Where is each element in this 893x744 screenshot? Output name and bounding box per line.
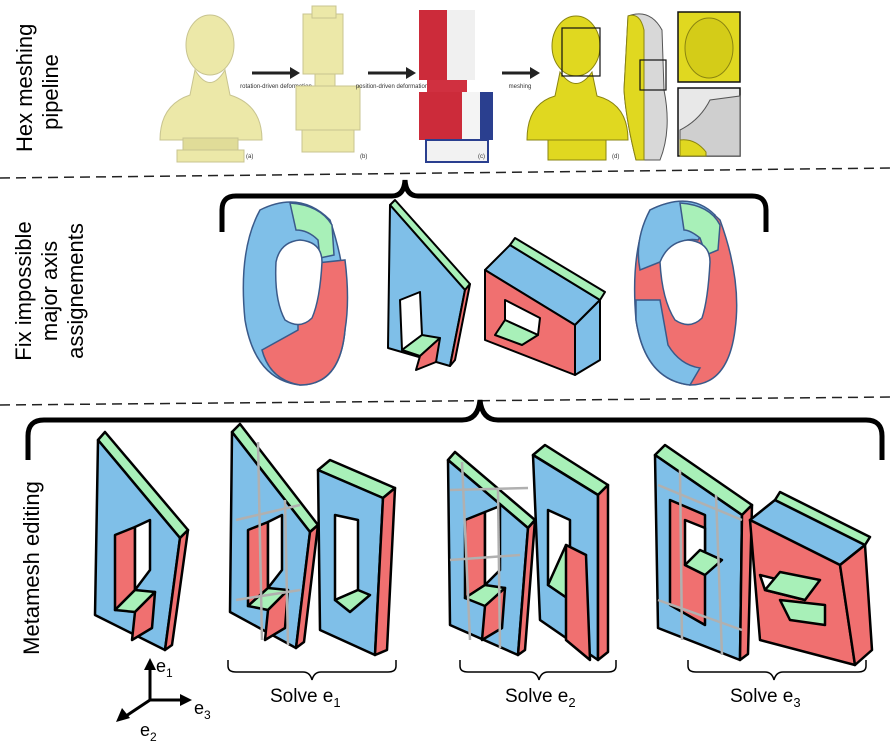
axes-icon	[116, 658, 192, 722]
arrow-2	[368, 67, 416, 79]
metamesh-split-lines-e1	[235, 441, 301, 646]
metamesh-split-lines-e3	[657, 469, 743, 656]
ring-shape-2	[633, 200, 738, 386]
separator-top	[0, 167, 893, 179]
prism-shape	[387, 199, 471, 371]
row-label-pipeline: Hex meshing pipeline	[12, 23, 64, 152]
arrow-1-label: rotation-driven deformation	[240, 84, 312, 90]
solve-e1-label: Solve e1	[270, 686, 341, 710]
zoom-face-inset	[677, 11, 741, 83]
arrow-1	[252, 67, 300, 79]
row-label-pipeline-line1: Hex meshing	[12, 23, 37, 152]
arrow-2-label: position-driven deformation	[356, 84, 428, 90]
arrow-3-label: meshing	[509, 84, 532, 90]
row-label-fix-line2: major axis	[37, 240, 62, 342]
solve-e3-label: Solve e3	[730, 686, 801, 710]
axis-e1-label: e1	[156, 656, 173, 680]
tag-c: (c)	[478, 154, 485, 160]
solve-brace-e2	[459, 660, 617, 681]
bust-a-image	[159, 14, 263, 163]
row-label-pipeline-line2: pipeline	[38, 54, 63, 130]
tag-a: (a)	[246, 154, 253, 160]
arrow-3	[502, 67, 540, 79]
row-label-fix-line1: Fix impossible	[11, 221, 36, 361]
separator-bottom	[0, 396, 893, 406]
row-label-metamesh-line1: Metamesh editing	[19, 481, 44, 655]
metamesh-shape-e1-split	[228, 422, 320, 650]
metamesh-shape-e2-result	[531, 443, 610, 662]
axis-e2-label: e2	[140, 720, 157, 744]
bust-b-image	[295, 5, 361, 153]
bust-side-mesh-image	[623, 13, 668, 161]
solve-brace-e1	[227, 660, 397, 681]
row-label-fix-line3: assignements	[63, 223, 88, 359]
metamesh-split-lines-e2	[449, 461, 529, 649]
ring-shape-1	[242, 201, 349, 386]
axis-e3-label: e3	[194, 698, 211, 722]
brace-2	[25, 399, 885, 460]
bust-d-image	[526, 15, 629, 161]
zoom-mesh-inset	[677, 87, 741, 157]
brace-1	[219, 179, 769, 232]
tag-b: (b)	[360, 154, 367, 160]
bust-c-image	[419, 10, 493, 163]
metamesh-shape-e1-result	[316, 458, 397, 657]
solve-brace-e3	[687, 660, 867, 681]
solve-e2-label: Solve e2	[505, 686, 576, 710]
u-block-shape	[484, 237, 606, 376]
metamesh-shape-e3-result	[748, 490, 874, 667]
metamesh-shape-e2-split	[446, 450, 537, 657]
row-label-metamesh: Metamesh editing	[19, 473, 45, 663]
row-label-fix: Fix impossible major axis assignements	[11, 196, 89, 386]
tag-d: (d)	[612, 154, 619, 160]
metamesh-shape-original	[93, 430, 190, 652]
